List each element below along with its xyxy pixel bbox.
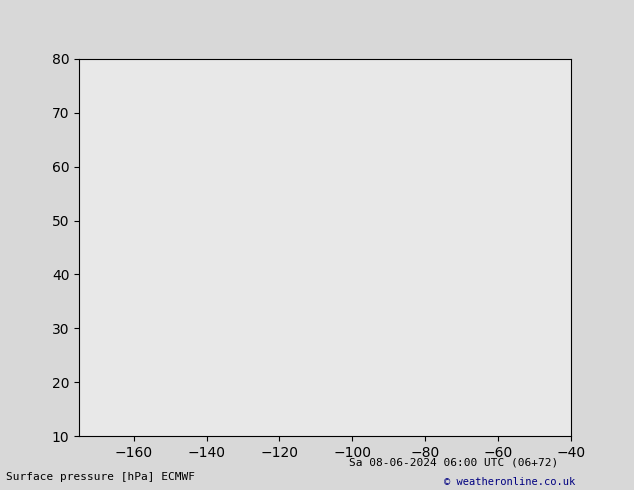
Text: © weatheronline.co.uk: © weatheronline.co.uk bbox=[444, 477, 575, 487]
Text: Surface pressure [hPa] ECMWF: Surface pressure [hPa] ECMWF bbox=[6, 472, 195, 482]
Text: Sa 08-06-2024 06:00 UTC (06+72): Sa 08-06-2024 06:00 UTC (06+72) bbox=[349, 458, 558, 467]
